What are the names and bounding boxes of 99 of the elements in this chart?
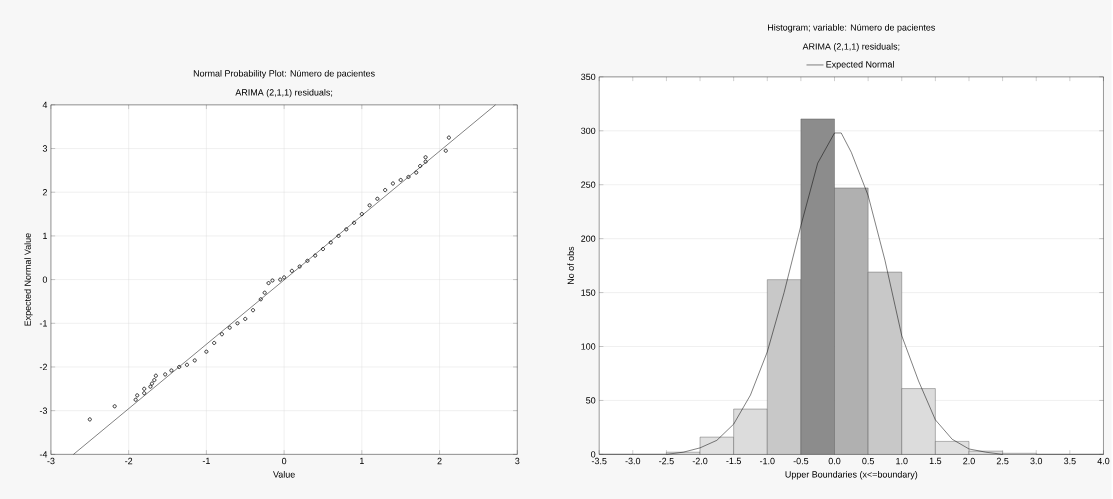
y-tick-label: 300 bbox=[581, 127, 596, 134]
x-tick-label: 4.0 bbox=[1097, 457, 1110, 465]
x-tick-label: 2.0 bbox=[963, 457, 975, 465]
x-tick-label: 0.5 bbox=[862, 457, 874, 465]
point bbox=[235, 321, 240, 326]
point bbox=[313, 253, 318, 258]
y-tick-label: -4 bbox=[39, 451, 48, 458]
point bbox=[270, 278, 275, 283]
point bbox=[359, 211, 364, 216]
legend-label: Expected Normal bbox=[826, 60, 894, 70]
point bbox=[305, 258, 310, 263]
x-tick-label: -3.0 bbox=[625, 457, 641, 465]
y-tick-label: -2 bbox=[39, 363, 47, 370]
point bbox=[177, 364, 182, 369]
point bbox=[390, 181, 395, 186]
x-tick-label: 1 bbox=[360, 457, 364, 464]
point bbox=[278, 277, 283, 282]
point bbox=[258, 297, 263, 302]
point bbox=[152, 377, 157, 382]
x-tick-label: 2 bbox=[437, 457, 442, 464]
point bbox=[262, 290, 267, 295]
x-tick-label: 3.5 bbox=[1063, 457, 1076, 465]
x-tick-label: 2.5 bbox=[996, 457, 1009, 465]
point bbox=[352, 220, 357, 225]
point bbox=[446, 135, 451, 140]
point bbox=[212, 340, 217, 345]
x-tick-label: 1.5 bbox=[929, 457, 942, 464]
point bbox=[153, 373, 158, 378]
point bbox=[344, 227, 349, 232]
point bbox=[289, 268, 294, 273]
x-tick-label: -2.0 bbox=[692, 457, 708, 465]
point bbox=[112, 404, 117, 409]
x-tick-label: 3 bbox=[515, 457, 520, 465]
point bbox=[142, 391, 147, 396]
y-tick-label: 2 bbox=[42, 188, 47, 196]
y-tick-label: 50 bbox=[586, 397, 596, 404]
point bbox=[414, 170, 419, 175]
x-tick-label: 1.0 bbox=[896, 457, 908, 465]
point bbox=[142, 386, 147, 391]
y-tick-label: 3 bbox=[42, 145, 48, 152]
x-tick-label: 0 bbox=[281, 457, 287, 465]
point bbox=[192, 358, 197, 363]
y-tick-label: -3 bbox=[39, 407, 48, 414]
point bbox=[266, 280, 271, 285]
x-tick-label: -1 bbox=[202, 457, 210, 464]
x-tick-label: -3 bbox=[47, 457, 55, 465]
point bbox=[204, 349, 209, 354]
chart-title: Histogram; variable: Número de pacientes bbox=[768, 23, 935, 33]
point bbox=[133, 397, 138, 402]
point bbox=[375, 196, 380, 201]
x-tick-label: 3.0 bbox=[1030, 457, 1043, 465]
y-tick-label: 350 bbox=[581, 73, 596, 80]
y-axis-title: Expected Normal Value bbox=[24, 233, 33, 326]
chart-subtitle: ARIMA (2,1,1) residuals; bbox=[802, 42, 900, 52]
y-axis-title: No of obs bbox=[567, 246, 574, 284]
point bbox=[282, 275, 287, 280]
point bbox=[443, 148, 448, 153]
x-axis-title: Upper Boundaries (x<=boundary) bbox=[785, 470, 918, 480]
y-tick-label: 4 bbox=[42, 101, 48, 108]
x-tick-label: -3.5 bbox=[591, 457, 607, 465]
point bbox=[149, 381, 154, 386]
point bbox=[148, 384, 153, 389]
y-tick-label: 0 bbox=[591, 451, 596, 458]
point bbox=[169, 368, 174, 373]
x-tick-label: -0.5 bbox=[793, 457, 809, 465]
point bbox=[418, 163, 423, 168]
point bbox=[135, 393, 140, 398]
point bbox=[367, 203, 372, 208]
y-tick-label: -1 bbox=[39, 320, 47, 327]
point bbox=[297, 264, 302, 269]
point bbox=[423, 159, 428, 164]
y-tick-label: 100 bbox=[581, 343, 596, 350]
point bbox=[320, 246, 325, 251]
y-tick-label: 250 bbox=[581, 181, 596, 188]
x-tick-label: -1.0 bbox=[759, 457, 775, 465]
point bbox=[227, 325, 232, 330]
x-tick-label: 0.0 bbox=[828, 457, 841, 465]
x-tick-label: -2 bbox=[125, 457, 133, 464]
y-tick-label: 1 bbox=[43, 232, 47, 239]
chart-subtitle: ARIMA (2,1,1) residuals; bbox=[235, 88, 333, 98]
point bbox=[398, 177, 403, 182]
y-tick-label: 200 bbox=[581, 235, 596, 242]
y-tick-label: 150 bbox=[581, 289, 596, 296]
point bbox=[184, 362, 189, 367]
x-axis-title: Value bbox=[273, 470, 295, 478]
x-tick-label: -1.5 bbox=[726, 457, 741, 464]
x-tick-label: -2.5 bbox=[659, 457, 674, 465]
point bbox=[383, 187, 388, 192]
point bbox=[251, 308, 256, 313]
point bbox=[423, 155, 428, 160]
chart-title: Normal Probability Plot: Número de pacientes bbox=[193, 69, 375, 79]
point bbox=[243, 316, 248, 321]
point bbox=[406, 174, 411, 179]
point bbox=[336, 233, 341, 238]
point bbox=[163, 372, 168, 377]
point bbox=[219, 332, 224, 337]
y-tick-label: 0 bbox=[42, 276, 48, 283]
point bbox=[328, 240, 333, 245]
point bbox=[87, 417, 92, 422]
